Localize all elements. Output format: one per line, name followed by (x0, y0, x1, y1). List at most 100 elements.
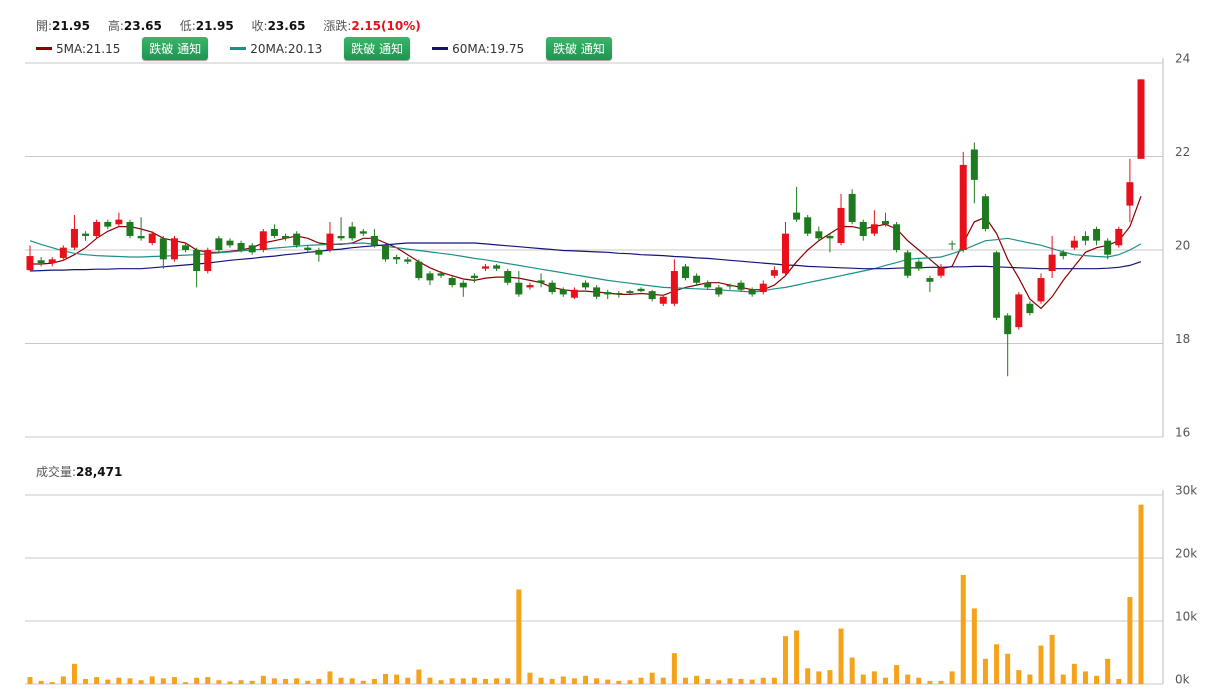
volume-bar (416, 669, 422, 684)
candle-body (604, 292, 612, 295)
candle-body (104, 221, 112, 227)
candle-body (726, 285, 734, 287)
candle-body (1126, 182, 1134, 206)
candle-body (82, 233, 90, 236)
candle-body (904, 252, 912, 276)
volume-bar (360, 680, 366, 684)
candle-body (870, 224, 878, 234)
ma-line (29, 237, 1142, 293)
candle-body (1137, 79, 1145, 159)
label: 高: (107, 19, 124, 33)
candle-body (693, 275, 701, 283)
ma-line (30, 195, 1142, 310)
candle-body (382, 245, 390, 260)
volume-bar (138, 680, 144, 684)
candle-body (237, 242, 245, 250)
candle-body (759, 283, 767, 293)
volume-bar (83, 678, 89, 684)
candle-body (293, 233, 301, 246)
candle-body (404, 259, 412, 262)
legend: 5MA:21.15 跌破 通知 20MA:20.13 跌破 通知 60MA:19.75 跌… (36, 37, 634, 60)
volume-bar (1038, 645, 1044, 684)
candle-body (681, 266, 689, 279)
candle-body (170, 238, 178, 260)
volume-bar (60, 676, 66, 684)
volume-bar (905, 674, 911, 684)
candle-body (526, 285, 534, 288)
label: 收: (251, 19, 268, 33)
volume-bar (927, 680, 933, 684)
candle-body (582, 282, 589, 288)
volume-bar (1060, 674, 1066, 684)
candle-body (470, 275, 478, 279)
candle-body (781, 233, 789, 274)
candle-body (482, 266, 490, 269)
candle-body (737, 282, 745, 290)
volume-bar (894, 665, 900, 684)
candle-body (248, 245, 256, 253)
y-tick-label: 24 (1175, 52, 1190, 66)
candle-body (748, 289, 756, 295)
volume-bar (760, 677, 766, 684)
volume-bar (394, 674, 400, 684)
volume-bar (916, 677, 922, 684)
volume-bar (1027, 674, 1033, 684)
volume-bar (571, 678, 577, 684)
volume-bar (594, 678, 600, 684)
volume-bar (605, 679, 611, 684)
volume-bar (882, 677, 888, 684)
label: 開: (36, 19, 53, 33)
legend-swatch (432, 47, 449, 50)
candle-body (437, 273, 445, 276)
volume-bar (516, 589, 522, 684)
volume-bar (194, 677, 200, 684)
alert-button[interactable]: 跌破 通知 (546, 37, 612, 60)
volume-bar (505, 678, 511, 684)
volume-bar (560, 676, 566, 684)
candle-body (670, 271, 678, 304)
candle-body (570, 289, 578, 298)
candle-body (770, 270, 778, 276)
volume-bar (949, 671, 955, 684)
volume-bar (849, 657, 855, 684)
value: 23.65 (123, 19, 162, 33)
candle-body (548, 282, 556, 293)
volume-bar (816, 671, 822, 684)
candle-body (1004, 315, 1012, 335)
candle-body (959, 164, 967, 250)
volume-bar (1094, 675, 1100, 684)
volume-bar (227, 681, 233, 684)
value: 2.15(10%) (351, 19, 421, 33)
volume-bar (371, 678, 377, 684)
volume-bar (427, 677, 433, 684)
volume-bar (971, 608, 977, 684)
candle-body (559, 289, 567, 295)
candle-body (459, 282, 467, 288)
candle-body (848, 193, 856, 222)
volume-bar (782, 636, 788, 684)
value: 21.95 (195, 19, 234, 33)
y-tick-label: 16 (1175, 426, 1190, 440)
volume-bar (1138, 504, 1144, 684)
y-tick-label: 20k (1175, 547, 1197, 561)
candle-body (926, 278, 934, 282)
y-tick-label: 20 (1175, 239, 1190, 253)
label: 漲跌: (323, 19, 352, 33)
volume-bar (1016, 670, 1022, 684)
volume-bar (405, 677, 411, 684)
candle-body (704, 282, 712, 288)
candle-body (348, 226, 356, 239)
volume-bar (960, 575, 966, 684)
label: 低: (179, 19, 196, 33)
volume-header: 成交量:28,471 (36, 463, 122, 480)
volume-bar (1116, 678, 1122, 684)
volume-bar (749, 679, 755, 684)
candle-body (893, 224, 901, 250)
candle-body (315, 250, 323, 255)
volume-bar (627, 680, 633, 684)
alert-button[interactable]: 跌破 通知 (142, 37, 209, 60)
alert-button[interactable]: 跌破 通知 (344, 37, 411, 60)
candle-body (826, 235, 834, 239)
label: 成交量: (36, 465, 77, 479)
